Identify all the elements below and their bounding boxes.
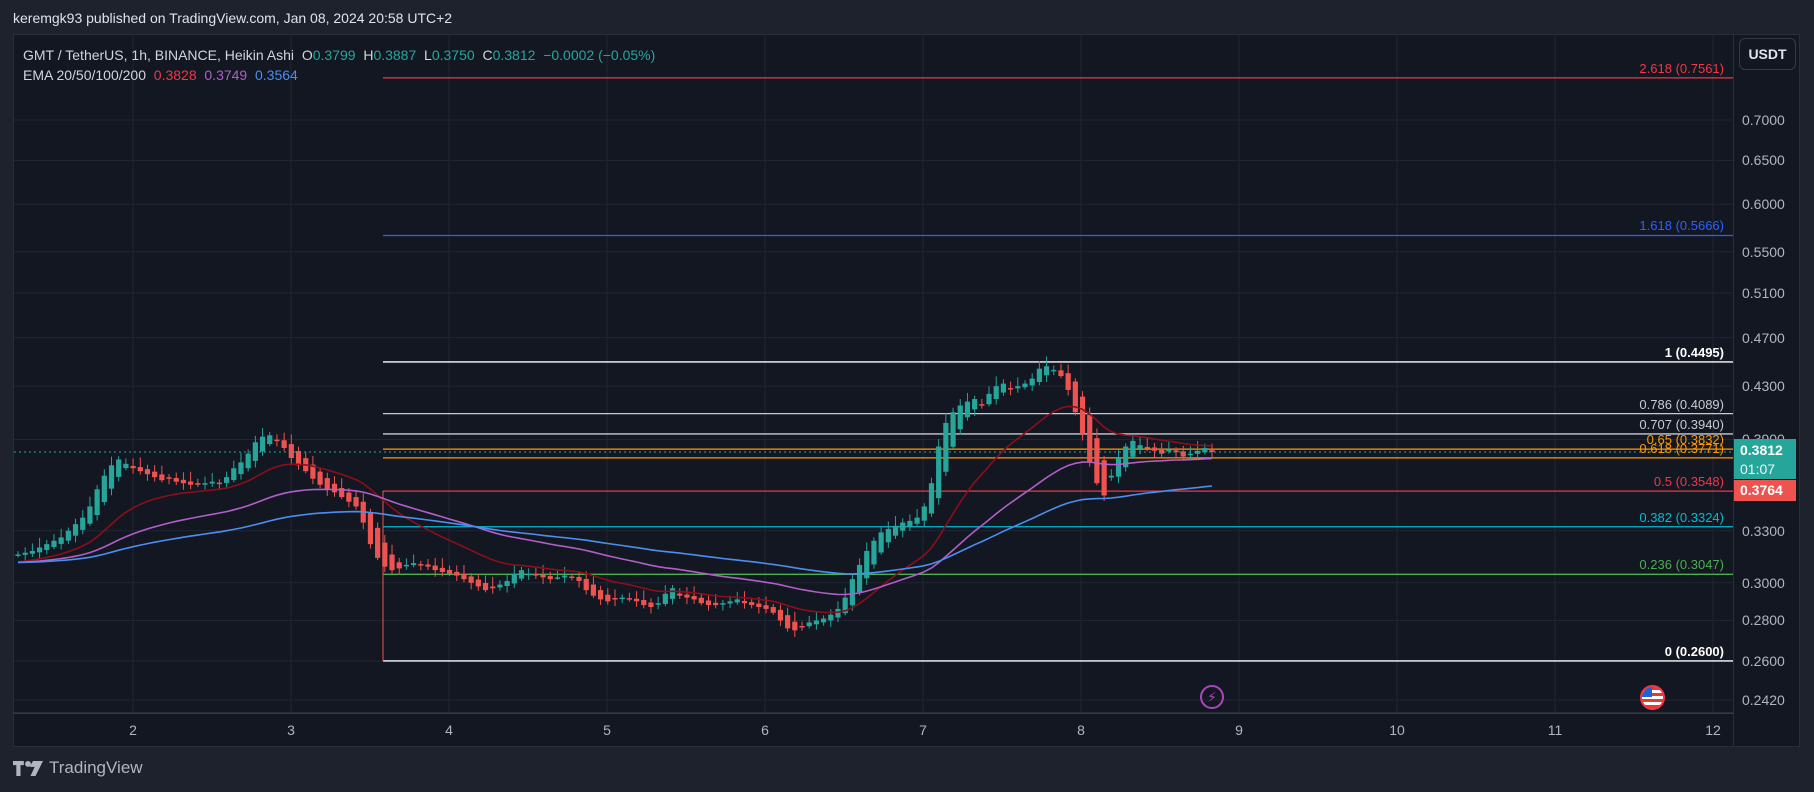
chart-legend: GMT / TetherUS, 1h, BINANCE, Heikin Ashi… [23,45,655,85]
ema-title: EMA 20/50/100/200 [23,67,146,83]
close-value: 0.3812 [492,47,536,63]
symbol-legend-row[interactable]: GMT / TetherUS, 1h, BINANCE, Heikin Ashi… [23,45,655,65]
fib-level-label: 0.65 (0.3832) [1646,432,1724,448]
bar-countdown: 01:07 [1740,461,1776,477]
time-tick: 5 [603,722,611,738]
time-tick: 9 [1235,722,1243,738]
ema-legend-row[interactable]: EMA 20/50/100/200 0.3828 0.3749 0.3564 [23,65,655,85]
publisher-line: keremgk93 published on TradingView.com, … [13,10,453,26]
price-tick: 0.6500 [1742,152,1785,169]
fib-level-label: 0.786 (0.4089) [1639,396,1724,412]
time-tick: 4 [445,722,453,738]
fib-level-label: 1 (0.4495) [1664,344,1724,360]
price-tick: 0.2420 [1742,692,1785,709]
price-tick: 0.6000 [1742,196,1785,213]
fib-level-label: 1.618 (0.5666) [1639,218,1724,234]
time-tick: 6 [761,722,769,738]
time-tick: 3 [287,722,295,738]
open-value: 0.3799 [312,47,356,63]
high-value: 0.3887 [373,47,417,63]
fib-level-label: 0.707 (0.3940) [1639,416,1724,432]
currency-unit-button[interactable]: USDT [1739,38,1796,70]
ema-50-value: 0.3749 [204,67,248,83]
open-label: O [301,47,313,63]
chart-pane[interactable] [13,34,1734,713]
time-tick: 12 [1705,722,1721,738]
price-tick: 0.3000 [1742,574,1785,591]
price-tick: 0.7000 [1742,112,1785,128]
ema-100-value: 0.3564 [255,67,298,83]
fib-level-label: 0.618 (0.3771) [1639,440,1724,456]
fib-level-label: 0 (0.2600) [1664,643,1724,659]
price-tick: 0.2600 [1742,652,1785,669]
change-value: −0.0002 (−0.05%) [543,47,656,63]
low-value: 0.3750 [431,47,475,63]
close-label: C [482,47,493,63]
secondary-price-tag: 0.3764 [1734,480,1796,501]
ema-20-value: 0.3828 [153,67,197,83]
low-label: L [424,47,432,63]
time-tick: 11 [1547,722,1563,738]
fib-level-label: 0.236 (0.3047) [1639,557,1724,573]
tradingview-logo-icon [13,760,43,776]
price-tick: 0.3300 [1742,522,1785,539]
fib-level-label: 0.382 (0.3324) [1639,509,1724,525]
time-tick: 7 [919,722,927,738]
footer: TradingView [13,758,143,778]
symbol-title: GMT / TetherUS, 1h, BINANCE, Heikin Ashi [23,47,295,63]
time-tick: 8 [1077,722,1085,738]
time-tick: 10 [1389,722,1405,738]
fib-level-label: 0.5 (0.3548) [1653,474,1724,490]
price-tick: 0.2800 [1742,612,1785,629]
fib-level-label: 2.618 (0.7561) [1639,60,1724,76]
us-flag-icon[interactable] [1640,685,1665,710]
tradingview-brand[interactable]: TradingView [49,758,143,777]
lightning-icon[interactable]: ⚡ [1200,685,1224,709]
current-price-tag: 0.3812 01:07 [1734,439,1796,479]
high-label: H [363,47,374,63]
price-tick: 0.4700 [1742,329,1785,346]
price-tick: 0.5500 [1742,243,1785,260]
time-tick: 2 [129,722,137,738]
current-price: 0.3812 [1740,442,1783,458]
price-axis[interactable] [1734,34,1800,747]
price-tick: 0.4300 [1742,378,1785,395]
time-axis[interactable] [13,713,1734,747]
price-tick: 0.5100 [1742,284,1785,301]
